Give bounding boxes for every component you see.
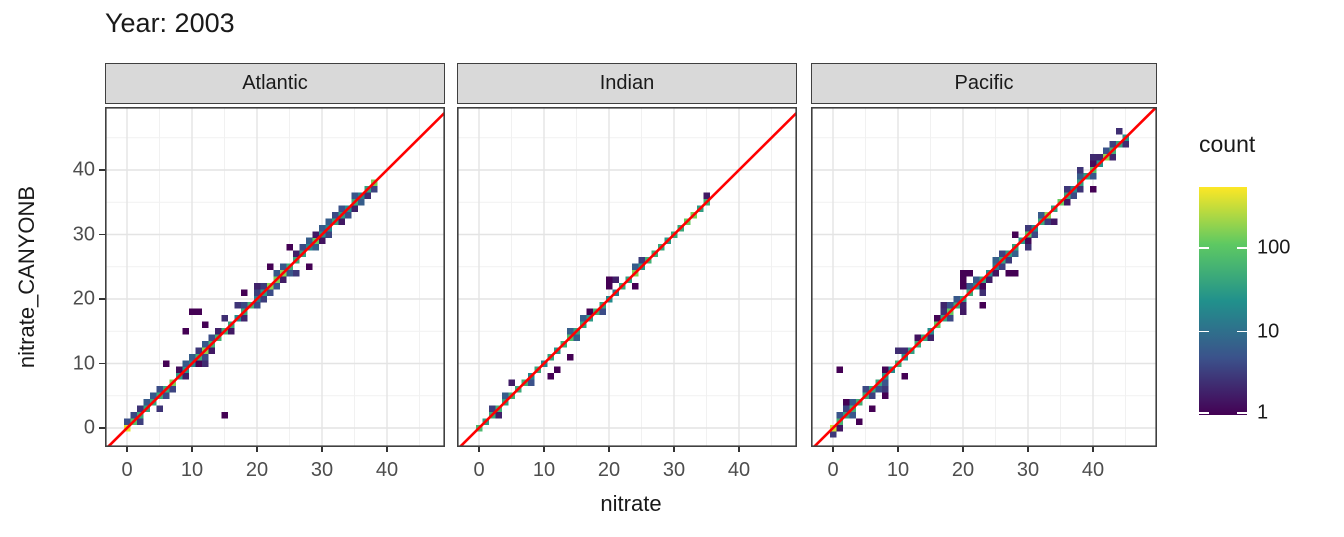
x-tick-mark: [738, 447, 740, 452]
identity-line: [106, 110, 445, 447]
legend-title: count: [1199, 131, 1256, 157]
y-tick-label: 0: [83, 416, 95, 439]
x-tick-mark: [386, 447, 388, 452]
facet-strip-atlantic: Atlantic: [105, 63, 445, 104]
x-tick-mark: [897, 447, 899, 452]
x-tick-label: 20: [951, 459, 975, 481]
x-tick-label: 30: [662, 459, 686, 481]
facet-strip-pacific: Pacific: [811, 63, 1157, 104]
panel-atlantic: [105, 107, 445, 447]
panel-indian: [457, 107, 797, 447]
x-tick-mark: [962, 447, 964, 452]
identity-line: [458, 110, 797, 447]
x-tick-label: 10: [180, 459, 204, 481]
facet-strip-label: Pacific: [954, 72, 1014, 94]
x-tick-label: 40: [727, 459, 751, 481]
legend-tick-mark: [1237, 412, 1247, 414]
x-axis-title: nitrate: [600, 491, 662, 516]
y-tick-mark: [99, 362, 105, 365]
panel-canvas-indian: [457, 107, 797, 447]
x-tick-label: 10: [532, 459, 556, 481]
x-tick-mark: [673, 447, 675, 452]
x-tick-label: 0: [827, 459, 839, 481]
x-tick-mark: [832, 447, 834, 452]
legend-tick-mark: [1237, 247, 1247, 249]
x-tick-mark: [1027, 447, 1029, 452]
panel-canvas-atlantic: [105, 107, 445, 447]
x-tick-mark: [126, 447, 128, 452]
facet-strip-indian: Indian: [457, 63, 797, 104]
panel-canvas-pacific: [811, 107, 1157, 447]
x-tick-label: 40: [375, 459, 399, 481]
y-tick-mark: [99, 298, 105, 300]
x-tick-label: 0: [121, 459, 133, 481]
x-tick-mark: [543, 447, 545, 452]
legend-tick-mark: [1199, 247, 1209, 249]
x-tick-mark: [608, 447, 610, 452]
y-tick-label: 20: [72, 287, 95, 310]
y-tick-mark: [99, 169, 105, 171]
x-tick-label: 30: [1016, 459, 1040, 481]
x-tick-mark: [191, 447, 193, 452]
x-tick-label: 20: [245, 459, 269, 481]
x-tick-label: 30: [310, 459, 334, 481]
identity-line: [812, 107, 1157, 447]
facet-strip-label: Atlantic: [242, 72, 308, 94]
legend-tick-mark: [1199, 412, 1209, 414]
legend-tick-mark: [1199, 330, 1209, 333]
y-tick-label: 30: [72, 223, 95, 245]
y-tick-mark: [99, 427, 105, 429]
y-tick-label: 10: [72, 352, 95, 374]
y-tick-label: 40: [72, 158, 95, 181]
legend-tick-label: 10: [1257, 320, 1280, 343]
legend-tick-label: 1: [1257, 401, 1269, 424]
x-tick-label: 0: [473, 459, 485, 481]
x-tick-label: 10: [886, 459, 910, 481]
x-tick-label: 20: [597, 459, 621, 481]
x-tick-mark: [321, 447, 323, 452]
panel-pacific: [811, 107, 1157, 447]
legend-tick-mark: [1237, 330, 1247, 333]
x-tick-mark: [1092, 447, 1094, 452]
x-tick-label: 40: [1081, 459, 1105, 481]
plot-title: Year: 2003: [105, 8, 235, 38]
x-tick-mark: [256, 447, 258, 452]
legend-gradient-bar: [1199, 187, 1247, 415]
facet-strip-label: Indian: [599, 72, 655, 94]
legend-tick-label: 100: [1257, 236, 1291, 259]
y-tick-mark: [99, 233, 105, 236]
y-axis-title: nitrate_CANYONB: [14, 185, 39, 369]
x-tick-mark: [478, 447, 480, 452]
